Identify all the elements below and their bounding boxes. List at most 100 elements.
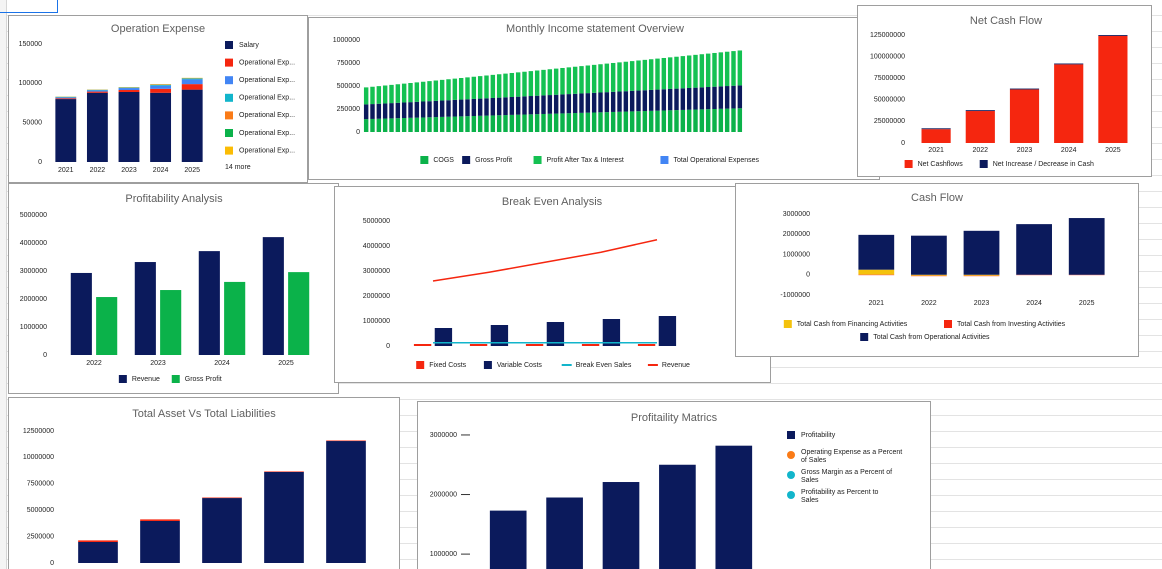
bar [490,325,509,346]
chart-title: Break Even Analysis [502,196,603,208]
bar [553,68,559,95]
bar [509,114,515,132]
legend-marker [225,146,233,155]
bar [376,86,382,104]
bar [401,83,407,103]
legend-marker [225,58,233,67]
bar [326,441,366,563]
legend-label: Profitability [801,432,836,439]
legend-label: Operational Exp... [239,59,295,66]
bar [534,95,540,115]
bar [591,92,597,113]
y-tick-label: 4000000 [363,243,390,250]
bar [528,114,534,132]
bar [1016,224,1052,275]
bar [408,102,413,118]
bar [452,78,458,100]
legend-label: Total Cash from Operational Activities [873,334,990,341]
bar [602,319,621,346]
legend-marker [787,431,795,439]
y-tick-label: 5000000 [20,212,47,219]
bar [715,445,753,569]
legend-marker [462,156,471,164]
bar [658,316,677,346]
legend-label: Total Cash from Investing Activities [957,321,1066,328]
chart: Profitaility Matrics 1000000 2000000 300000… [417,401,931,569]
bar [420,81,426,102]
bar [439,100,445,117]
bar [140,519,180,521]
x-tick-label: 2025 [184,167,200,174]
bar [1009,88,1040,90]
bar [202,498,242,563]
bar [427,117,432,132]
bar [718,52,724,87]
chart: Total Asset Vs Total Liabilities 0 2500000… [8,397,400,569]
bar [496,97,502,116]
bar [591,112,597,132]
bar [55,99,77,162]
bar [636,60,641,91]
bar [471,98,477,116]
bar [522,96,527,115]
bar [525,344,544,346]
legend-marker [660,156,669,164]
bar [389,84,394,104]
bar [446,116,451,132]
bar [642,90,648,112]
legend-marker [118,375,127,383]
bar [965,110,995,112]
legend-marker [783,320,792,328]
bar [642,59,648,91]
bar [617,91,622,112]
legend-label: Operational Exp... [239,95,295,102]
bar [655,58,660,90]
bar [604,63,610,93]
legend-marker [860,333,869,341]
bar [389,103,394,119]
bar [661,110,667,132]
bar [150,84,172,86]
bar [585,112,591,132]
y-tick-label: 50000000 [874,97,905,104]
bar [78,540,118,542]
bar [326,440,366,442]
bar [408,83,413,103]
bar [522,114,527,132]
bar [610,91,616,112]
bar [420,117,426,132]
bar [911,235,947,275]
bar [370,104,375,119]
legend-label: Net Increase / Decrease in Cash [993,161,1094,168]
legend-marker [787,471,795,479]
x-tick-label: 2024 [1061,147,1077,154]
y-tick-label: 50000 [23,120,43,127]
bar [224,281,246,355]
legend-marker [225,41,233,49]
y-tick-label: 500000 [337,83,360,90]
legend-label: Gross Margin as a Percent of Sales [801,469,892,484]
bar [553,113,559,132]
bar [579,93,584,113]
bar [534,114,540,132]
y-tick-label: 0 [386,343,390,350]
bar [55,98,77,100]
y-tick-label: 3000000 [20,268,47,275]
bar [509,96,515,115]
bar [1068,218,1105,275]
y-tick-label: 2000000 [20,296,47,303]
bar [921,128,951,130]
chart: Cash Flow -1000000 0 1000000 2000000 3000000 2… [735,183,1139,357]
selected-cell[interactable] [0,0,58,13]
legend-label: Profit After Tax & Interest [547,157,624,164]
y-tick-label: 2000000 [363,293,390,300]
bar [680,56,686,89]
x-tick-label: 2022 [921,300,937,307]
bar [150,85,172,89]
bar [484,75,489,99]
bar [731,85,736,109]
bar [446,79,451,101]
y-tick-label: 10000000 [23,454,54,461]
bar [667,57,673,89]
bar [503,73,508,98]
